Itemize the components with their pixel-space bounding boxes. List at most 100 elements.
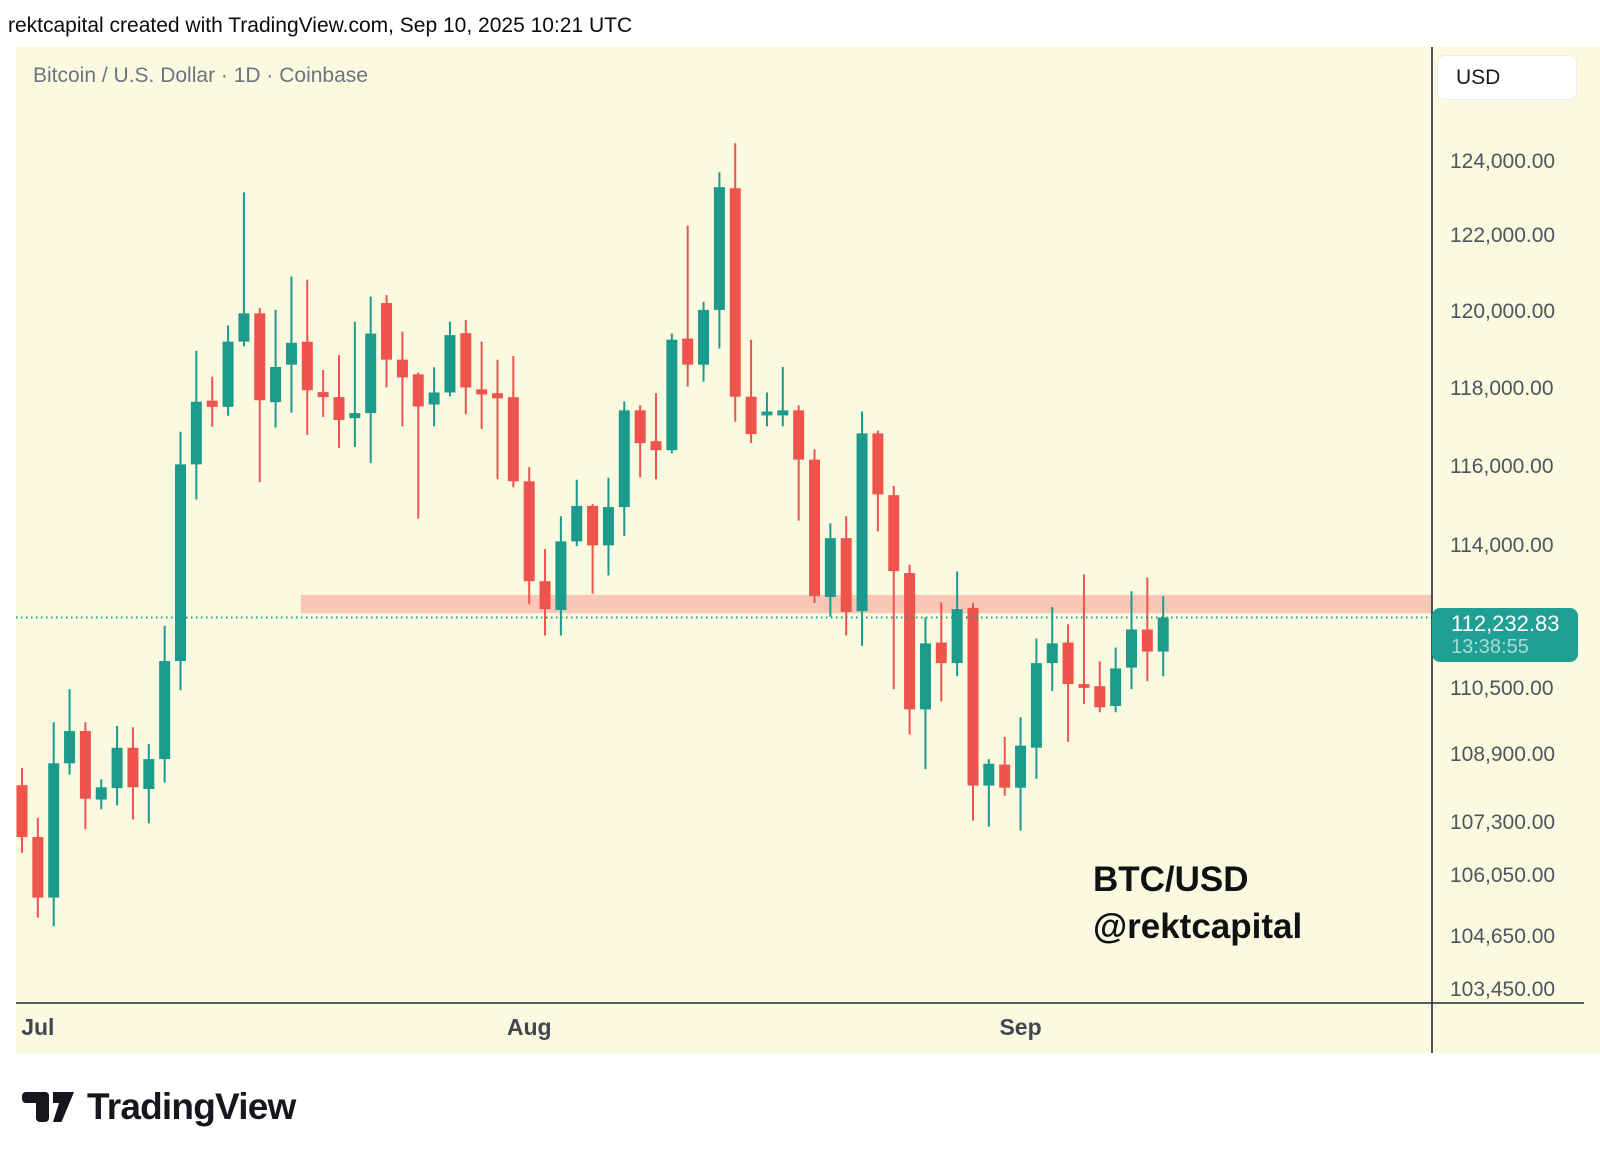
candle-body [666,339,678,451]
candle-body [206,400,218,407]
candle-body [476,389,488,395]
candle-body [618,410,630,508]
candle-body [365,333,377,414]
candle-body [79,731,91,799]
candle-body [333,397,345,421]
candle-body [1141,629,1153,652]
candle-body [809,459,820,597]
header-caption: rektcapital created with TradingView.com… [8,14,633,37]
candle-body [16,785,28,837]
chart-title: Bitcoin / U.S. Dollar · 1D · Coinbase [33,64,368,87]
candle-body [111,747,123,789]
candle-body [555,541,567,610]
candle-body [682,338,694,365]
candle-body [539,581,551,610]
bar-countdown-timer: 13:38:55 [1451,635,1529,658]
candle-body [777,410,789,416]
candle-body [824,538,836,597]
candle-body [1030,663,1042,748]
candle-body [856,433,868,612]
candle-body [587,505,599,546]
candle-body [967,607,979,786]
candle-body [317,392,329,398]
candle-body [602,507,614,546]
candle-body [761,411,773,416]
candle-body [840,538,852,612]
candle-body [1078,684,1090,688]
tradingview-logo[interactable]: TradingView [22,1086,296,1128]
currency-unit-button[interactable]: USD [1437,55,1577,100]
time-axis-month-label: Sep [999,1014,1042,1040]
candle-body [1126,629,1137,668]
candle-body [713,187,725,310]
candle-body [999,764,1011,788]
candle-body [127,747,139,788]
price-axis-tick-label: 124,000.00 [1450,150,1556,173]
candle-body [254,313,266,401]
candle-body [222,341,234,407]
price-axis-tick-label: 114,000.00 [1450,534,1554,558]
watermark-symbol: BTC/USD [1093,860,1249,899]
candle-body [190,401,202,465]
candle-body [492,393,503,399]
price-axis-tick-label: 120,000.00 [1450,299,1556,323]
candle-body [95,787,107,800]
candle-body [285,342,297,365]
candle-body [381,303,393,360]
candle-body [729,188,741,397]
price-axis-tick-label: 108,900.00 [1450,743,1556,767]
candle-body [32,836,44,898]
price-axis-tick-label: 103,450.00 [1450,977,1556,1001]
price-axis-tick-label: 110,500.00 [1450,676,1554,700]
candle-body [460,333,472,388]
candle-body [143,759,155,789]
time-axis-month-label: Aug [506,1014,552,1040]
candle-body [412,374,424,407]
tradingview-logo-text: TradingView [87,1086,296,1127]
candle-body [919,643,931,710]
candle-body [349,413,361,419]
price-axis-tick-label: 106,050.00 [1450,864,1556,888]
candle-body [238,313,250,342]
chart-background [16,47,1600,1053]
price-axis-tick-label: 107,300.00 [1450,810,1556,834]
candle-body [1157,617,1169,652]
candle-body [1015,745,1027,788]
candle-body [507,397,519,482]
candle-body [745,396,757,435]
candle-body [793,410,805,460]
candle-body [159,661,171,760]
candle-body [634,410,646,444]
chart-watermark: BTC/USD @rektcapital [1093,856,1302,950]
candle-body [650,441,662,451]
candle-body [872,433,884,495]
candle-body [1062,642,1074,685]
price-axis-tick-label: 118,000.00 [1450,376,1554,400]
candle-body [48,763,60,898]
candle-body [301,341,313,391]
candle-body [64,731,76,764]
candle-body [270,366,282,403]
candle-body [951,609,963,664]
candle-body [888,495,900,572]
current-price-badge: 112,232.83 13:38:55 [1432,607,1578,662]
time-axis-month-label: Jul [21,1014,55,1040]
candle-body [1110,668,1122,707]
candle-body [523,481,535,582]
candle-body [428,392,440,405]
current-price-value: 112,232.83 [1451,610,1560,636]
candle-body [983,763,995,786]
candle-body [698,309,710,365]
price-axis-tick-label: 104,650.00 [1450,925,1556,949]
currency-unit-label: USD [1456,65,1501,89]
candle-body [396,359,408,378]
candle-body [904,573,916,710]
price-axis-tick-label: 116,000.00 [1450,454,1554,478]
watermark-handle: @rektcapital [1093,907,1303,946]
candle-body [1046,643,1058,664]
candle-body [175,464,186,662]
candle-body [1094,686,1106,708]
tradingview-logo-icon [22,1091,74,1123]
